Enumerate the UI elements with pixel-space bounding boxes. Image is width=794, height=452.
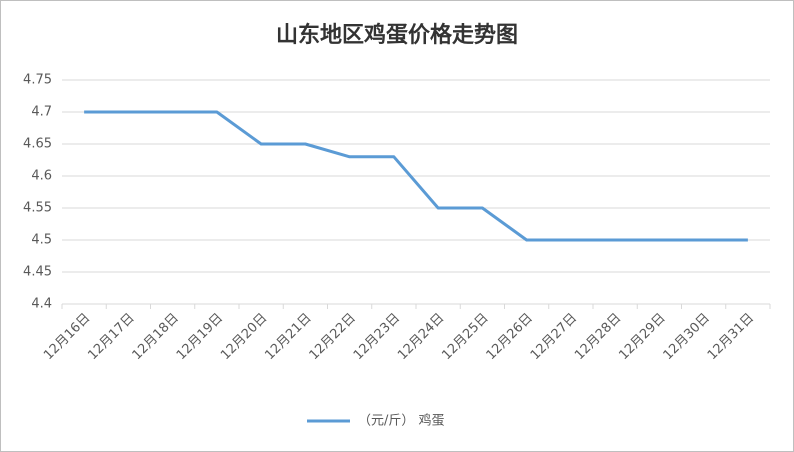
y-tick-label: 4.65 [23,137,52,152]
y-tick-label: 4.6 [31,169,52,184]
y-tick-label: 4.7 [31,105,52,120]
y-tick-label: 4.75 [23,73,52,88]
y-tick-label: 4.55 [23,201,52,216]
y-tick-label: 4.4 [31,297,52,312]
chart-title: 山东地区鸡蛋价格走势图 [276,22,518,48]
y-tick-label: 4.45 [23,265,52,280]
y-tick-label: 4.5 [31,233,52,248]
line-series [84,110,748,242]
legend-label: （元/斤） 鸡蛋 [358,413,445,429]
